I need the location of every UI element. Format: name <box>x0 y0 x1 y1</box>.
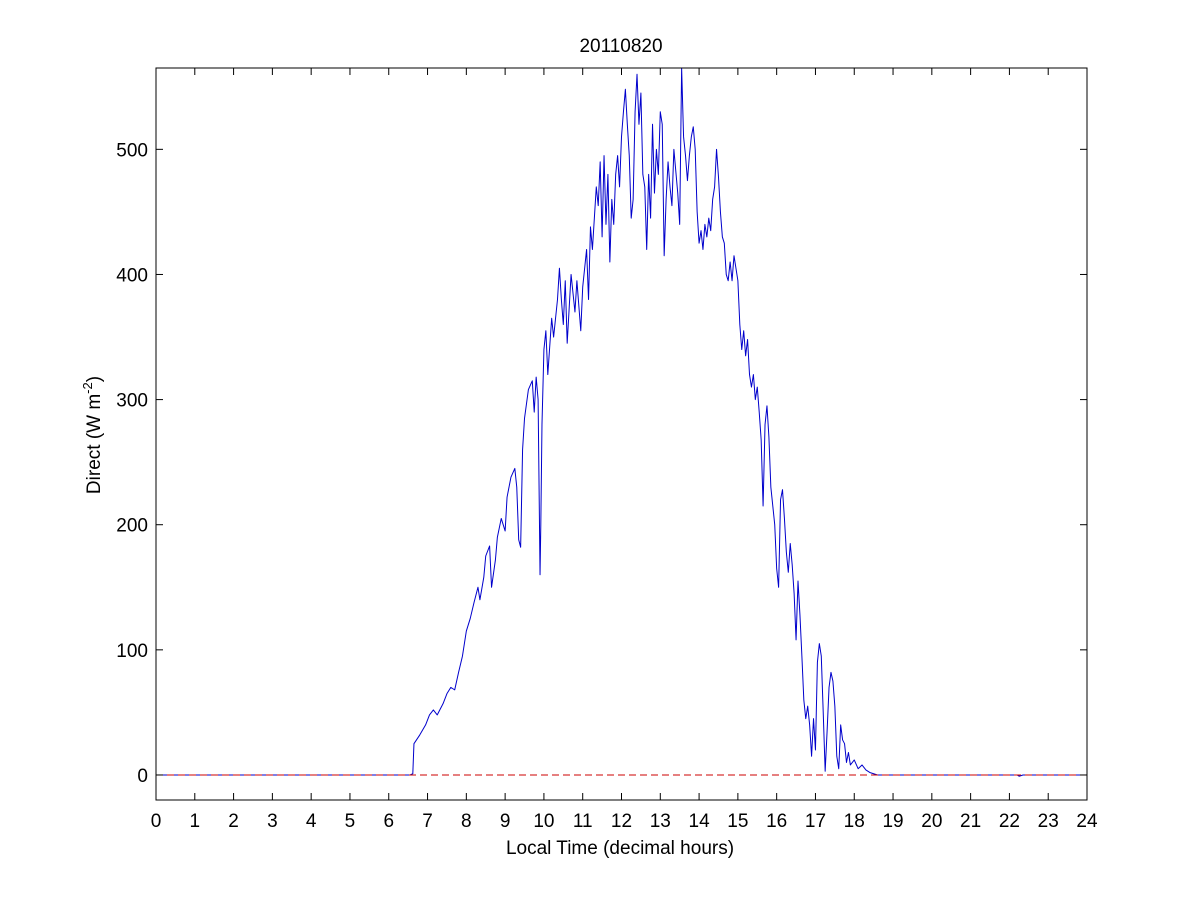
x-tick-label: 18 <box>844 811 865 832</box>
x-tick-label: 3 <box>267 811 278 832</box>
x-tick-label: 2 <box>228 811 239 832</box>
x-tick-label: 9 <box>500 811 511 832</box>
y-tick-label: 500 <box>116 140 148 161</box>
x-tick-label: 10 <box>533 811 554 832</box>
y-tick-label: 200 <box>116 516 148 537</box>
series-layer <box>156 67 1087 777</box>
x-tick-label: 21 <box>960 811 981 832</box>
chart-title: 20110820 <box>579 36 662 57</box>
x-tick-label: 16 <box>766 811 787 832</box>
y-axis-label: Direct (W m-2) <box>80 376 105 494</box>
x-tick-label: 24 <box>1076 811 1098 832</box>
y-axis-label-close: ) <box>84 376 105 382</box>
x-tick-label: 6 <box>383 811 394 832</box>
x-tick-label: 17 <box>805 811 826 832</box>
x-tick-label: 19 <box>882 811 903 832</box>
x-tick-label: 4 <box>306 811 317 832</box>
x-tick-label: 23 <box>1038 811 1059 832</box>
direct-irradiance-line <box>156 67 1087 777</box>
y-tick-label: 400 <box>116 265 148 286</box>
x-tick-label: 1 <box>190 811 201 832</box>
y-tick-label: 300 <box>116 391 148 412</box>
tick-layer: 0 1 2 3 4 5 6 7 8 9 10 11 12 13 14 15 16 17 18 19 20 21 22 23 24… <box>116 68 1098 832</box>
y-tick-label: 0 <box>137 766 148 787</box>
x-tick-label: 12 <box>611 811 632 832</box>
x-axis-label: Local Time (decimal hours) <box>506 838 734 859</box>
y-tick-label: 100 <box>116 641 148 662</box>
x-tick-label: 15 <box>727 811 748 832</box>
x-tick-label: 22 <box>999 811 1020 832</box>
x-tick-label: 0 <box>151 811 162 832</box>
y-axis-label-main: Direct (W m <box>84 394 105 494</box>
x-tick-label: 7 <box>422 811 433 832</box>
x-tick-label: 5 <box>345 811 356 832</box>
x-tick-label: 11 <box>573 811 593 832</box>
y-axis-label-superscript: -2 <box>80 382 95 394</box>
x-tick-label: 14 <box>689 811 711 832</box>
x-tick-label: 13 <box>650 811 671 832</box>
x-tick-label: 20 <box>921 811 942 832</box>
x-tick-label: 8 <box>461 811 472 832</box>
